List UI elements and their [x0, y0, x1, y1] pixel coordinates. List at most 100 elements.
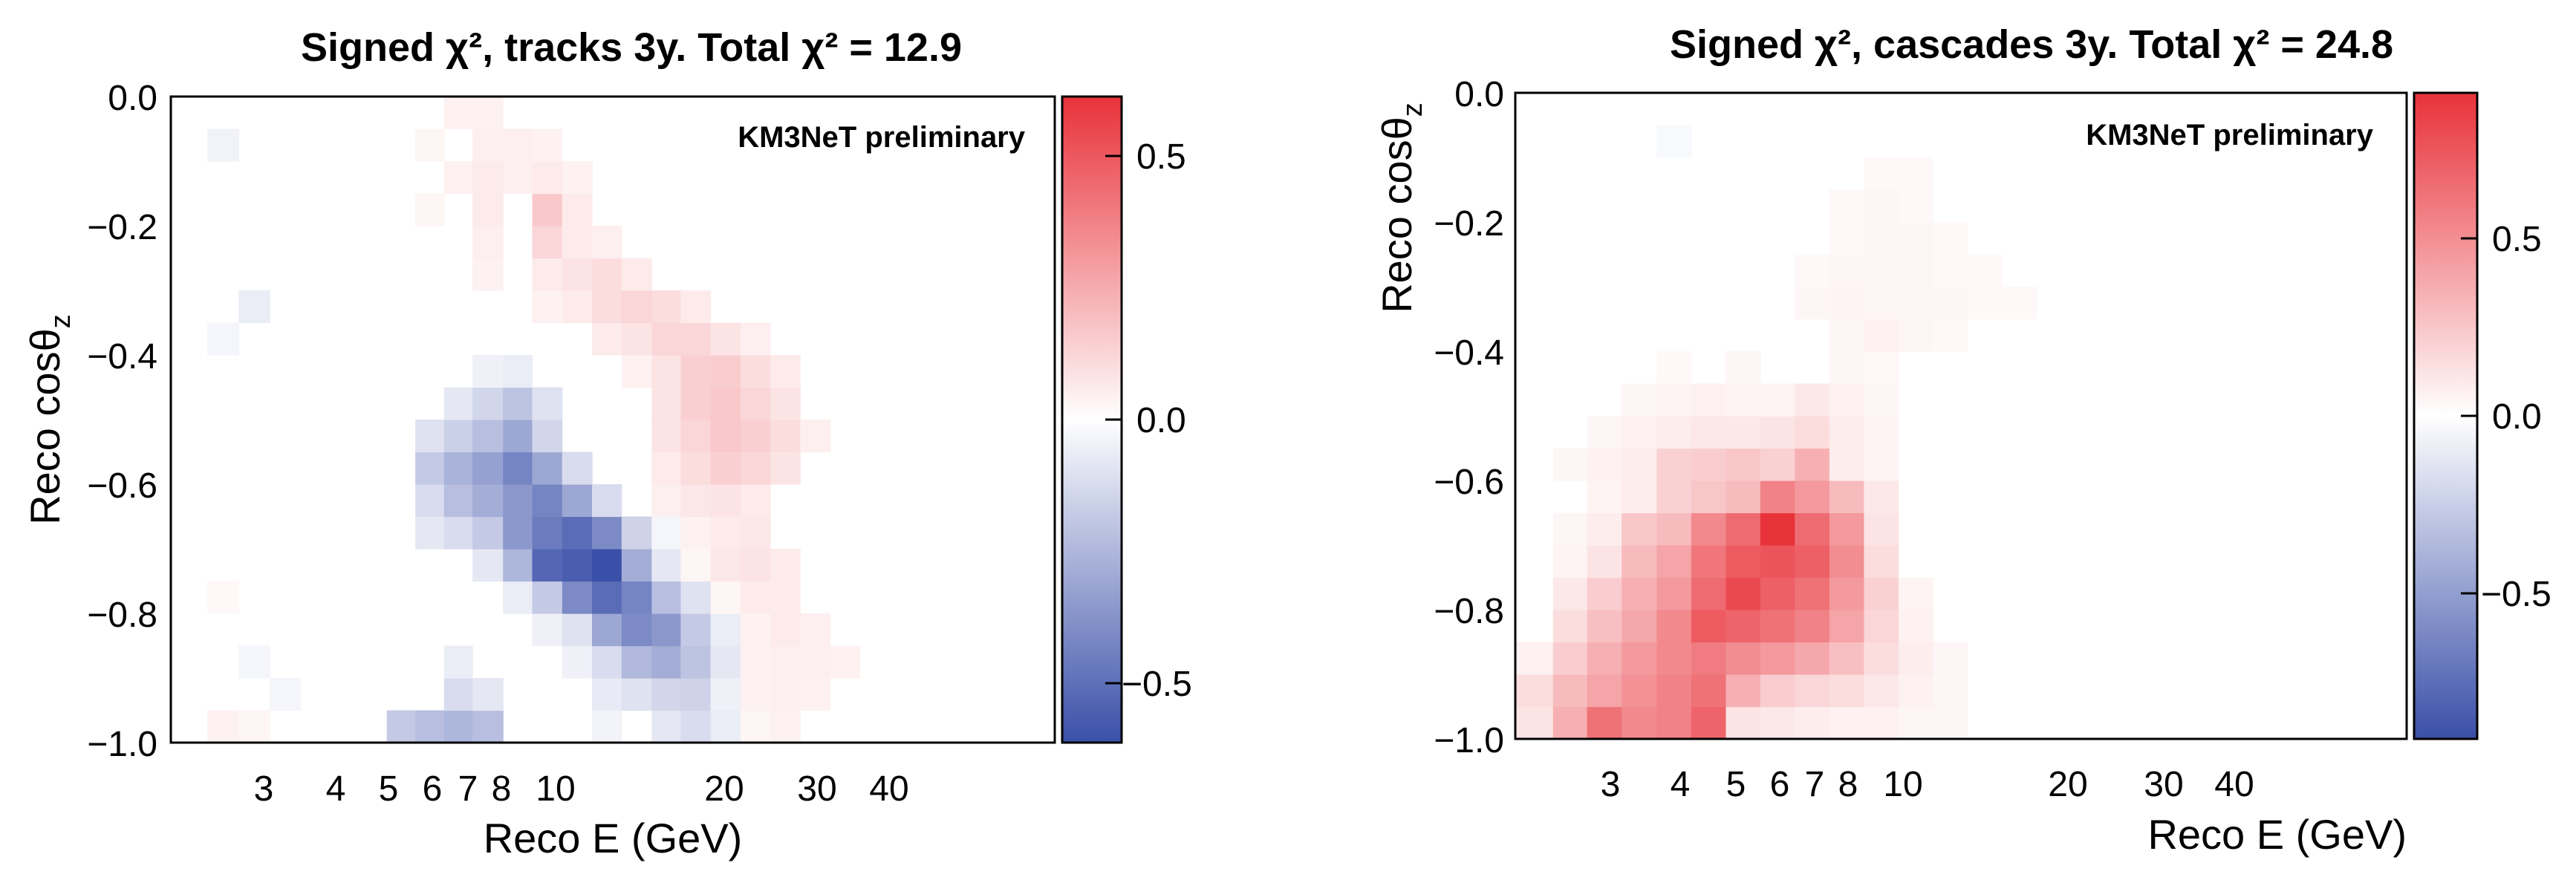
cascades-heatmap-cell	[1726, 674, 1761, 708]
tracks-y-axis: 0.0 −0.2 −0.4 −0.6 −0.8 −1.0 Reco cosθz	[22, 79, 157, 764]
cascades-heatmap-cell	[1622, 674, 1657, 708]
tracks-x-tick-label: 20	[704, 769, 744, 809]
tracks-heatmap-cell	[710, 645, 741, 679]
cascades-heatmap-cell	[1864, 577, 1899, 610]
cascades-heatmap-cell	[1795, 545, 1830, 578]
tracks-heatmap-cell	[415, 128, 445, 162]
tracks-heatmap-cell	[592, 516, 622, 550]
tracks-heatmap-cell	[386, 710, 416, 743]
cascades-heatmap-cell	[1656, 448, 1692, 481]
tracks-heatmap-cell	[710, 484, 741, 518]
cascades-heatmap-cell	[1656, 416, 1692, 449]
cascades-heatmap-cell	[1829, 642, 1864, 675]
tracks-heatmap-cell	[770, 387, 801, 420]
tracks-heatmap-cell	[562, 290, 593, 324]
cascades-heatmap-cell	[1933, 287, 1968, 320]
tracks-heatmap-cell	[472, 549, 504, 582]
cascades-heatmap-cell	[1587, 545, 1622, 578]
tracks-x-tick-label: 7	[458, 769, 478, 809]
tracks-heatmap-cell	[503, 420, 533, 453]
cascades-heatmap-cell	[1760, 545, 1795, 578]
tracks-heatmap-cell	[680, 452, 712, 485]
tracks-heatmap-cell	[532, 516, 563, 550]
tracks-y-tick-label: −0.2	[87, 208, 157, 247]
cascades-heatmap-cell	[1552, 642, 1588, 675]
tracks-heatmap-cell	[680, 645, 712, 679]
cascades-heatmap-cell	[1726, 448, 1761, 481]
tracks-heatmap-cell	[621, 258, 652, 291]
cascades-y-axis-label: Reco cosθz	[1373, 102, 1428, 313]
cascades-plot-frame	[1514, 91, 2408, 740]
tracks-heatmap-cell	[741, 549, 771, 582]
cascades-heatmap-cell	[1552, 610, 1588, 643]
tracks-heatmap-cell	[710, 613, 741, 647]
tracks-heatmap-cell	[800, 420, 831, 453]
tracks-heatmap-cell	[443, 420, 473, 453]
tracks-heatmap-cell	[710, 678, 741, 711]
tracks-heatmap-cell	[592, 226, 622, 259]
tracks-y-tick-label: −0.8	[87, 596, 157, 635]
tracks-heatmap-cell	[592, 322, 622, 356]
tracks-heatmap-cell	[592, 613, 622, 647]
cascades-heatmap-cell	[1864, 351, 1899, 385]
cascades-heatmap-cell	[1795, 254, 1830, 287]
tracks-heatmap-cell	[443, 516, 473, 550]
tracks-heatmap-cell	[532, 226, 563, 259]
cascades-heatmap-cell	[1691, 674, 1727, 708]
tracks-heatmap-cell	[621, 645, 652, 679]
tracks-heatmap-cell	[800, 678, 831, 711]
tracks-chart: Signed χ², tracks 3y. Total χ² = 12.9 KM…	[22, 25, 1192, 861]
cascades-heatmap-cell	[1760, 642, 1795, 675]
tracks-heatmap-cell	[472, 710, 504, 743]
cascades-heatmap-cell	[1829, 189, 1864, 223]
cascades-heatmap-cell	[1933, 319, 1968, 352]
tracks-heatmap-cell	[472, 226, 504, 259]
tracks-heatmap-cell	[741, 613, 771, 647]
tracks-heatmap-cell	[207, 710, 239, 743]
cascades-heatmap-cell	[1864, 480, 1899, 514]
cascades-heatmap-cell	[1622, 610, 1657, 643]
tracks-heatmap-cell	[680, 322, 712, 356]
tracks-heatmap-cell	[770, 355, 801, 388]
cascades-heatmap-cell	[1795, 706, 1830, 740]
tracks-heatmap-cell	[503, 128, 533, 162]
tracks-chart-title: Signed χ², tracks 3y. Total χ² = 12.9	[301, 25, 962, 70]
cascades-heatmap-cell	[1587, 674, 1622, 708]
tracks-heatmap-cell	[443, 710, 473, 743]
cascades-x-tick-label: 3	[1601, 765, 1621, 804]
cascades-heatmap-cell	[1933, 642, 1968, 675]
cascades-y-tick-label: −0.2	[1434, 204, 1504, 244]
cascades-heatmap-cell	[1829, 512, 1864, 546]
cascades-heatmap-cell	[1864, 383, 1899, 417]
tracks-heatmap-cell	[770, 452, 801, 485]
tracks-heatmap-cell	[770, 549, 801, 582]
tracks-heatmap-cell	[472, 355, 504, 388]
tracks-heatmap-cell	[562, 516, 593, 550]
cascades-heatmap-cell	[1691, 448, 1727, 481]
cascades-heatmap-cell	[1656, 674, 1692, 708]
tracks-heatmap-cell	[472, 678, 504, 711]
cascades-heatmap-cell	[1933, 706, 1968, 740]
cascades-heatmap-cell	[1760, 480, 1795, 514]
cascades-x-tick-label: 10	[1883, 765, 1922, 804]
tracks-heatmap-cell	[415, 516, 445, 550]
tracks-heatmap-cell	[562, 452, 593, 485]
tracks-heatmap-cell	[710, 387, 741, 420]
cascades-x-axis: 3 4 5 6 7 8 10 20 30 40 Reco E (GeV)	[1601, 765, 2407, 858]
cascades-y-tick-label: −0.6	[1434, 463, 1504, 502]
cascades-heatmap-cell	[1760, 706, 1795, 740]
tracks-heatmap-cell	[472, 161, 504, 195]
cascades-heatmap-cell	[1726, 383, 1761, 417]
cascades-heatmap-cell	[1864, 319, 1899, 352]
cascades-heatmap-cell	[1622, 706, 1657, 740]
tracks-heatmap-cell	[741, 678, 771, 711]
cascades-heatmap-cell	[1656, 512, 1692, 546]
cascades-heatmap-cell	[1898, 189, 1933, 223]
cascades-heatmap-cell	[1587, 706, 1622, 740]
cascades-heatmap-cell	[1726, 706, 1761, 740]
cascades-heatmap-cell	[1829, 480, 1864, 514]
cascades-heatmap-cell	[1726, 512, 1761, 546]
tracks-x-axis: 3 4 5 6 7 8 10 20 30 40 Reco E (GeV)	[254, 769, 909, 861]
cascades-heatmap-cell	[1829, 577, 1864, 610]
